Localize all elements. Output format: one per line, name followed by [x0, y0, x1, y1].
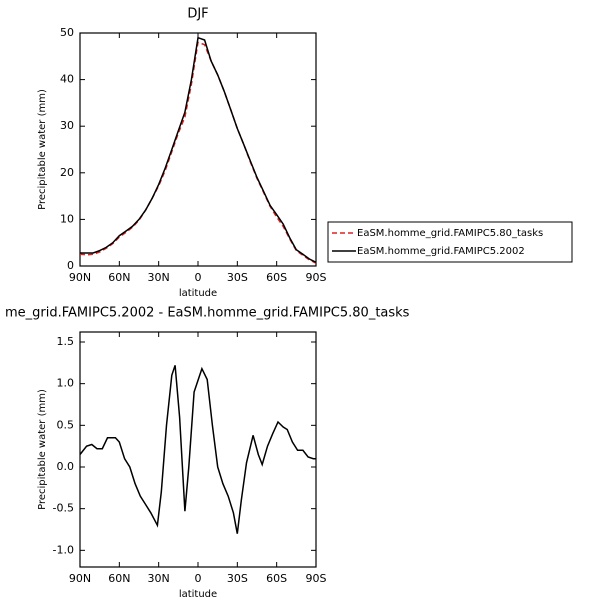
y-tick-label: 20: [60, 166, 74, 179]
y-tick-label: -0.5: [53, 502, 74, 515]
x-tick-label: 60S: [266, 271, 287, 284]
x-tick-label: 30S: [227, 572, 248, 585]
chart-title: DJF: [187, 7, 208, 22]
x-tick-label: 60N: [108, 572, 130, 585]
y-axis-label: Precipitable water (mm): [37, 89, 48, 210]
series-line: [79, 41, 317, 264]
x-tick-label: 0: [195, 271, 202, 284]
plot-frame: [79, 32, 317, 267]
y-tick-label: 0: [67, 259, 74, 272]
chart-title: me_grid.FAMIPC5.2002 - EaSM.homme_grid.F…: [5, 306, 410, 321]
x-tick-label: 60N: [108, 271, 130, 284]
y-axis-label: Precipitable water (mm): [37, 389, 48, 510]
y-tick-label: 50: [60, 26, 74, 39]
x-tick-label: 30N: [148, 271, 170, 284]
x-tick-label: 90S: [306, 572, 327, 585]
y-tick-label: 40: [60, 73, 74, 86]
series-line: [79, 365, 316, 534]
x-tick-label: 90N: [69, 271, 91, 284]
plot-frame: [79, 331, 317, 568]
x-axis-label: latitude: [179, 288, 217, 299]
y-tick-label: -1.0: [53, 543, 74, 556]
y-tick-label: 1.5: [57, 335, 75, 348]
x-tick-label: 90S: [306, 271, 327, 284]
legend-label: EaSM.homme_grid.FAMIPC5.80_tasks: [357, 228, 543, 239]
legend-label: EaSM.homme_grid.FAMIPC5.2002: [357, 246, 525, 257]
x-tick-label: 60S: [266, 572, 287, 585]
y-tick-label: 0.5: [57, 418, 75, 431]
y-tick-label: 10: [60, 212, 74, 225]
y-tick-label: 30: [60, 119, 74, 132]
y-tick-label: 1.0: [57, 377, 75, 390]
y-tick-label: 0.0: [57, 460, 75, 473]
legend-box: [327, 221, 573, 263]
x-tick-label: 30N: [148, 572, 170, 585]
series-line: [80, 36, 317, 263]
x-tick-label: 0: [195, 572, 202, 585]
x-tick-label: 90N: [69, 572, 91, 585]
x-axis-label: latitude: [179, 589, 217, 600]
x-tick-label: 30S: [227, 271, 248, 284]
